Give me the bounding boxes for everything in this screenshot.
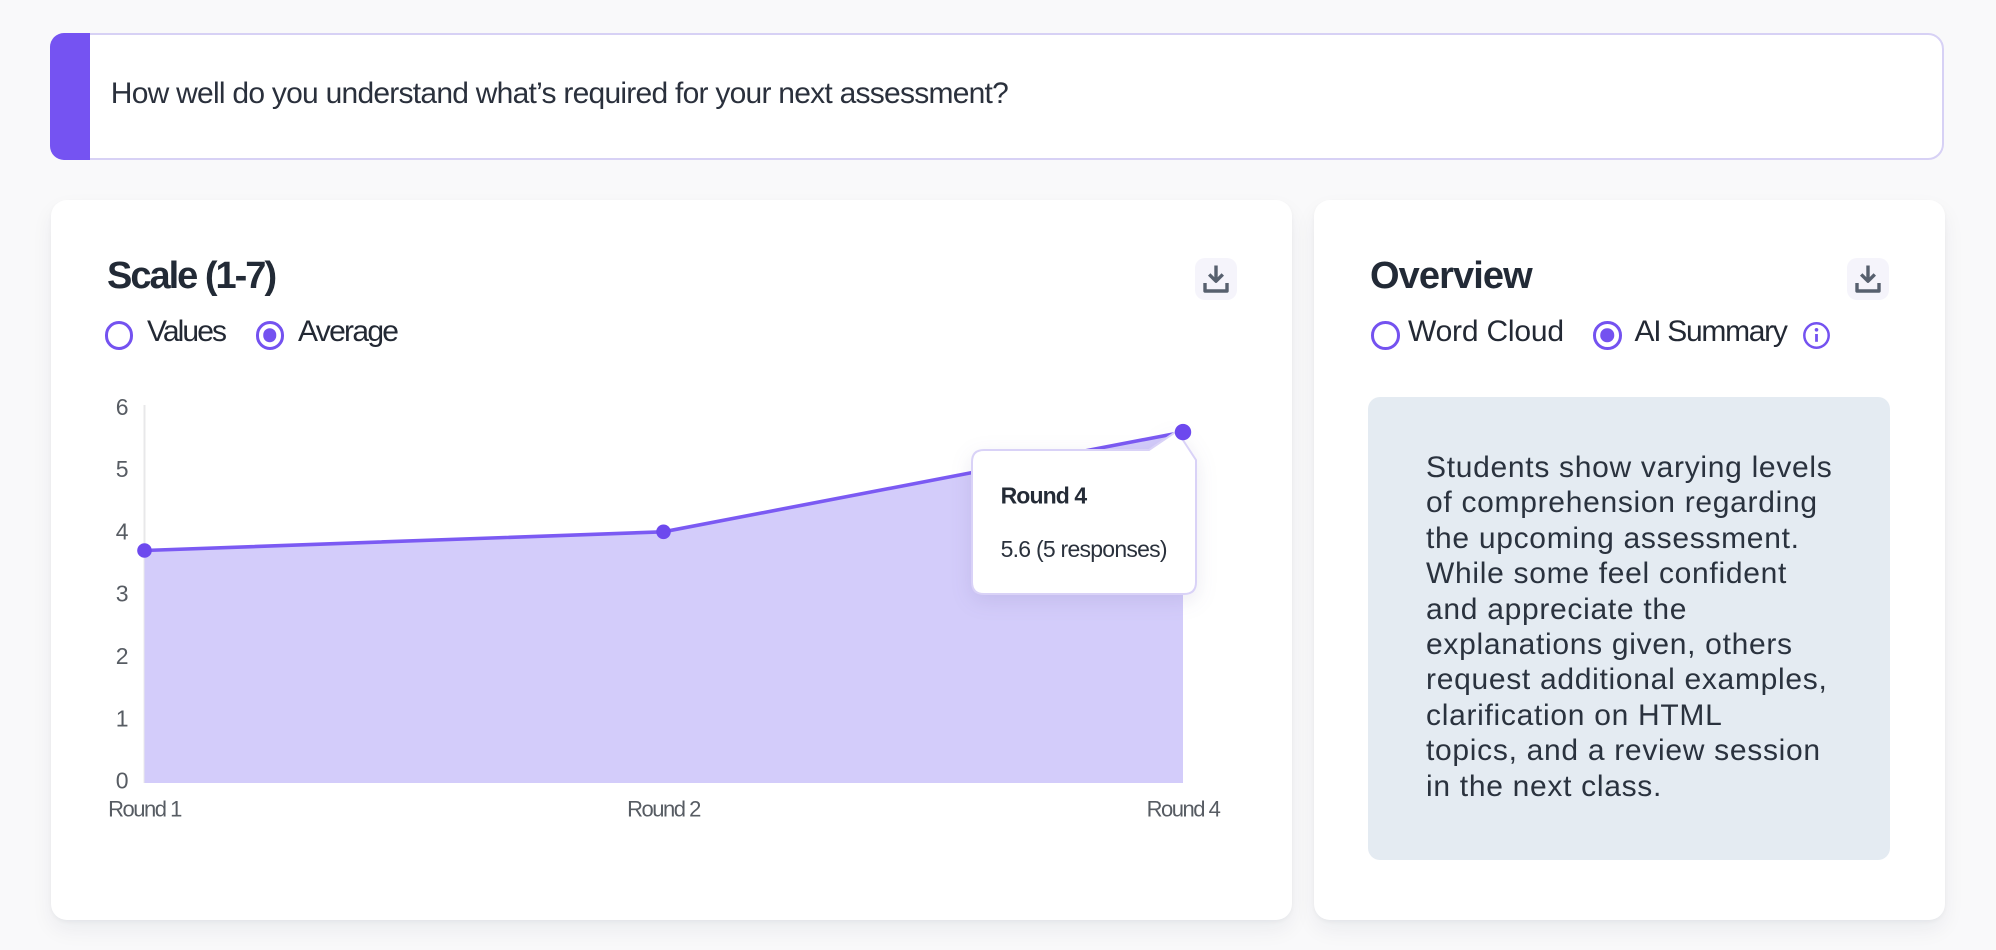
svg-text:6: 6 xyxy=(116,394,129,420)
svg-text:5: 5 xyxy=(116,456,129,482)
svg-text:0: 0 xyxy=(116,768,129,794)
svg-text:Round 2: Round 2 xyxy=(627,796,701,821)
svg-text:2: 2 xyxy=(116,643,129,669)
svg-text:Round 1: Round 1 xyxy=(108,796,182,821)
svg-text:Round 4: Round 4 xyxy=(1147,796,1221,821)
svg-text:5.6 (5 responses): 5.6 (5 responses) xyxy=(1001,536,1167,562)
svg-text:1: 1 xyxy=(116,705,129,731)
svg-text:3: 3 xyxy=(116,581,129,607)
svg-text:4: 4 xyxy=(116,518,129,544)
svg-text:Round 4: Round 4 xyxy=(1001,483,1088,509)
